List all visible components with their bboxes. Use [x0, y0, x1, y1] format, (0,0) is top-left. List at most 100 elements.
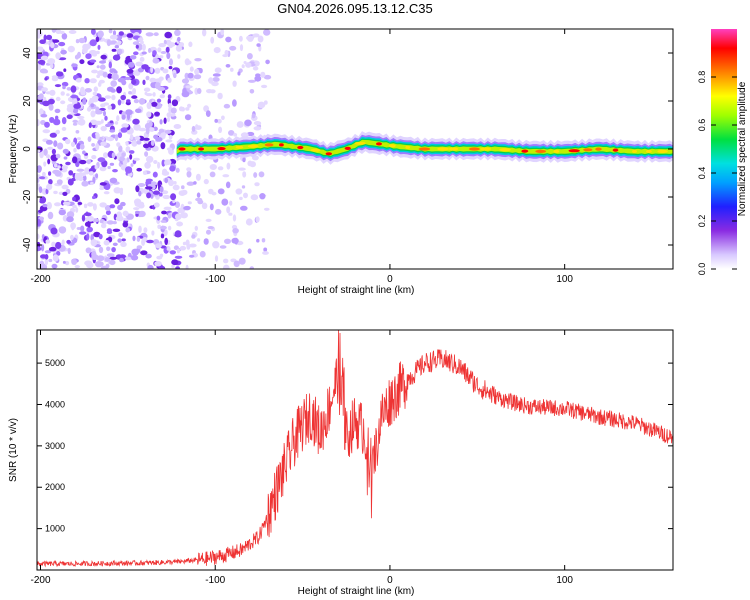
- noise-cell: [43, 148, 48, 156]
- noise-cell: [152, 171, 158, 178]
- noise-cell: [145, 32, 154, 37]
- noise-cell: [53, 163, 58, 168]
- noise-cell: [76, 137, 81, 141]
- noise-cell: [95, 50, 100, 55]
- noise-cell: [37, 165, 42, 172]
- snr-y-ticks: 1000 2000 3000 4000 5000: [37, 358, 673, 534]
- colorbar-gradient: [711, 29, 737, 269]
- noise-cell: [44, 77, 48, 81]
- noise-cell: [79, 143, 85, 150]
- noise-cell: [223, 264, 230, 269]
- noise-cell: [157, 47, 162, 53]
- noise-cell: [160, 51, 167, 54]
- noise-cell: [50, 227, 58, 235]
- noise-cell: [111, 152, 116, 159]
- noise-cell: [107, 105, 112, 110]
- noise-cell: [206, 89, 213, 94]
- noise-cell: [109, 259, 116, 266]
- noise-cell: [58, 41, 66, 47]
- noise-cell: [186, 181, 195, 186]
- noise-cell: [87, 215, 94, 222]
- noise-cell: [84, 78, 90, 84]
- x-tick-label: 100: [556, 575, 573, 586]
- noise-cell: [168, 134, 173, 140]
- noise-cell: [247, 248, 252, 254]
- noise-cell: [67, 45, 75, 53]
- noise-cell: [104, 257, 111, 262]
- noise-cell: [113, 70, 118, 75]
- noise-cell: [51, 241, 56, 247]
- noise-cell: [205, 110, 211, 117]
- noise-cell: [198, 68, 203, 74]
- noise-cell: [225, 36, 232, 43]
- noise-cell: [64, 138, 71, 145]
- noise-cell: [57, 142, 64, 150]
- noise-cell: [55, 29, 62, 34]
- noise-cell: [115, 34, 123, 41]
- noise-cell: [245, 218, 253, 226]
- colorbar: 0.0 0.2 0.4 0.6 0.8 Normalized spectral ampl…: [697, 29, 748, 275]
- noise-cell: [105, 210, 111, 216]
- noise-cell: [37, 233, 40, 240]
- noise-cell: [214, 67, 222, 73]
- noise-cell: [188, 243, 197, 248]
- noise-cell: [246, 131, 255, 137]
- noise-cell: [159, 55, 164, 59]
- ridge-peak: [468, 147, 480, 151]
- noise-cell: [174, 29, 181, 36]
- noise-cell: [161, 170, 170, 176]
- noise-cell: [203, 105, 210, 112]
- noise-cell: [205, 218, 212, 222]
- noise-cell: [161, 159, 166, 167]
- noise-cell: [96, 65, 100, 69]
- noise-cell: [174, 230, 182, 238]
- ridge-peak: [297, 145, 304, 150]
- noise-cell: [112, 54, 121, 61]
- ridge-peak: [632, 149, 637, 153]
- noise-cell: [134, 135, 141, 141]
- noise-cell: [37, 63, 42, 71]
- ridge-peak: [448, 147, 459, 151]
- noise-cell: [152, 58, 160, 64]
- noise-cell: [66, 114, 73, 120]
- ridge-peak: [405, 145, 411, 149]
- noise-cell: [109, 34, 118, 40]
- noise-cell: [90, 110, 96, 118]
- noise-cell: [148, 48, 152, 53]
- noise-cell: [132, 235, 136, 242]
- noise-cell: [244, 119, 252, 127]
- noise-cell: [145, 178, 153, 182]
- noise-cell: [99, 186, 105, 191]
- noise-cell: [103, 110, 106, 117]
- noise-cell: [109, 177, 118, 184]
- y-tick-label: 20: [22, 95, 33, 107]
- snr-frame: [36, 329, 674, 571]
- noise-cell: [94, 164, 98, 170]
- y-tick-label: 2000: [45, 482, 65, 492]
- noise-cell: [125, 166, 133, 174]
- noise-cell: [53, 190, 58, 195]
- noise-cell: [157, 161, 161, 169]
- noise-cell: [121, 238, 126, 242]
- noise-cell: [49, 89, 56, 96]
- noise-cell: [99, 182, 107, 186]
- noise-cell: [233, 133, 238, 137]
- noise-cell: [42, 203, 48, 208]
- noise-cell: [37, 59, 46, 65]
- noise-cell: [131, 95, 138, 99]
- noise-cell: [157, 86, 166, 91]
- noise-cell: [199, 250, 206, 258]
- noise-cell: [156, 98, 162, 103]
- noise-cell: [79, 159, 87, 165]
- noise-cell: [103, 152, 109, 159]
- noise-cell: [47, 158, 51, 165]
- noise-cell: [232, 228, 239, 234]
- noise-cell: [219, 245, 227, 249]
- colorbar-tick-label: 0.2: [697, 215, 707, 228]
- noise-cell: [239, 196, 243, 201]
- noise-cell: [109, 256, 118, 260]
- noise-cell: [243, 192, 248, 199]
- noise-cell: [167, 42, 176, 47]
- noise-cell: [81, 214, 86, 222]
